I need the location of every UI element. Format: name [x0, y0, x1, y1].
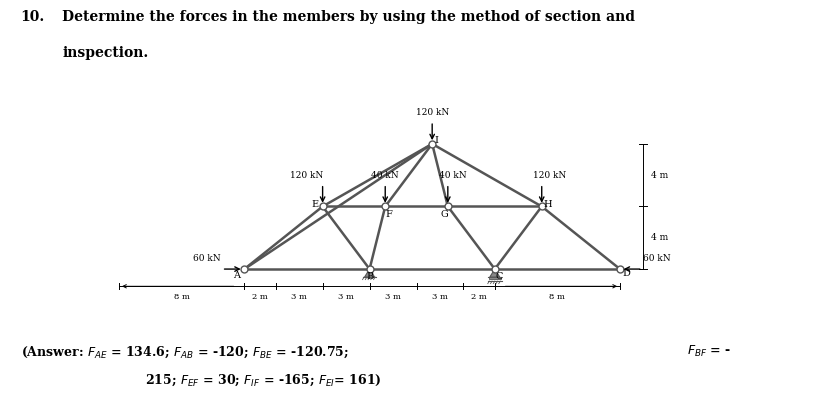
- Text: 3 m: 3 m: [291, 293, 307, 301]
- Text: 4 m: 4 m: [651, 171, 667, 179]
- Text: (Answer: $\mathit{F}_{AE}$ = 134.6; $\mathit{F}_{AB}$ = -120; $\mathit{F}_{BE}$ : (Answer: $\mathit{F}_{AE}$ = 134.6; $\ma…: [21, 344, 348, 360]
- Text: H: H: [543, 201, 552, 209]
- Text: C: C: [495, 272, 503, 281]
- Text: 120 kN: 120 kN: [415, 108, 448, 117]
- Text: 120 kN: 120 kN: [290, 171, 323, 180]
- Text: 2 m: 2 m: [471, 293, 486, 301]
- Text: G: G: [440, 210, 448, 219]
- Text: 40 kN: 40 kN: [438, 171, 466, 180]
- Polygon shape: [490, 269, 500, 277]
- Text: E: E: [311, 201, 318, 209]
- Text: F: F: [385, 210, 391, 219]
- Text: Determine the forces in the members by using the method of section and: Determine the forces in the members by u…: [62, 10, 634, 24]
- Text: $\mathit{F}_{BF}$ = -: $\mathit{F}_{BF}$ = -: [686, 344, 730, 359]
- Text: B: B: [366, 272, 373, 281]
- Text: 2 m: 2 m: [252, 293, 268, 301]
- Text: A: A: [232, 271, 240, 280]
- Text: 60 kN: 60 kN: [643, 254, 670, 263]
- Text: inspection.: inspection.: [62, 46, 148, 60]
- Text: 3 m: 3 m: [385, 293, 400, 301]
- Text: 8 m: 8 m: [549, 293, 565, 301]
- Text: 8 m: 8 m: [174, 293, 189, 301]
- Text: 3 m: 3 m: [432, 293, 447, 301]
- Polygon shape: [364, 269, 374, 277]
- Text: 40 kN: 40 kN: [371, 171, 399, 180]
- Text: D: D: [622, 269, 629, 278]
- Text: 120 kN: 120 kN: [533, 171, 566, 180]
- Text: 4 m: 4 m: [651, 233, 667, 242]
- Text: 215; $\mathit{F}_{EF}$ = 30; $\mathit{F}_{IF}$ = -165; $\mathit{F}_{EI}$= 161): 215; $\mathit{F}_{EF}$ = 30; $\mathit{F}…: [145, 372, 381, 388]
- Text: 10.: 10.: [21, 10, 45, 24]
- Text: 60 kN: 60 kN: [193, 254, 221, 263]
- Bar: [488, 277, 500, 279]
- Text: I: I: [434, 136, 438, 145]
- Text: 3 m: 3 m: [337, 293, 354, 301]
